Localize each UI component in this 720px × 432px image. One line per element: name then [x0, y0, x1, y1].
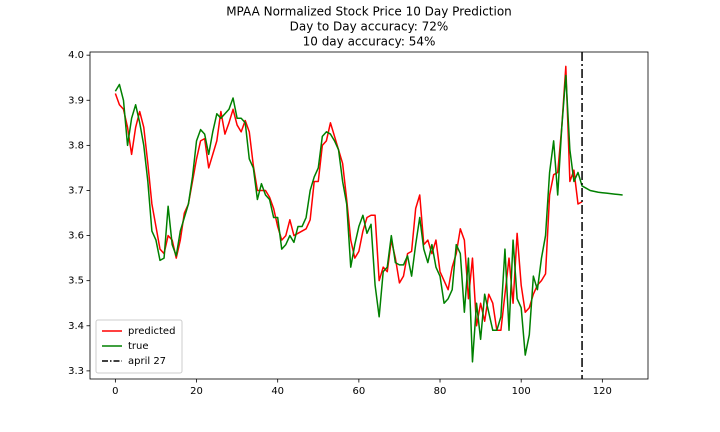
- plot-frame: [89, 51, 649, 380]
- x-tick-label: 20: [190, 386, 203, 397]
- legend-box: [95, 319, 183, 374]
- x-tick-label: 40: [271, 386, 284, 397]
- y-tick-label: 3.7: [68, 185, 84, 196]
- y-tick-label: 3.3: [68, 366, 84, 377]
- y-tick-label: 3.4: [68, 321, 84, 332]
- legend-label: true: [128, 341, 149, 352]
- y-tick-label: 3.6: [68, 231, 84, 242]
- chart-title: MPAA Normalized Stock Price 10 Day Predi…: [226, 5, 512, 19]
- x-tick-label: 0: [112, 386, 118, 397]
- series-line: [114, 74, 623, 363]
- x-tick-label: 120: [593, 386, 612, 397]
- chart-subtitle: 10 day accuracy: 54%: [303, 35, 436, 49]
- x-tick-label: 100: [512, 386, 531, 397]
- legend-label: predicted: [128, 326, 175, 337]
- y-tick-label: 4.0: [68, 50, 84, 61]
- series-line: [114, 65, 583, 332]
- y-tick-label: 3.9: [68, 95, 84, 106]
- legend-label: april 27: [128, 356, 166, 367]
- x-tick-label: 80: [434, 386, 447, 397]
- y-tick-label: 3.5: [68, 276, 84, 287]
- chart-subtitle: Day to Day accuracy: 72%: [290, 20, 449, 34]
- y-tick-label: 3.8: [68, 140, 84, 151]
- x-tick-label: 60: [352, 386, 365, 397]
